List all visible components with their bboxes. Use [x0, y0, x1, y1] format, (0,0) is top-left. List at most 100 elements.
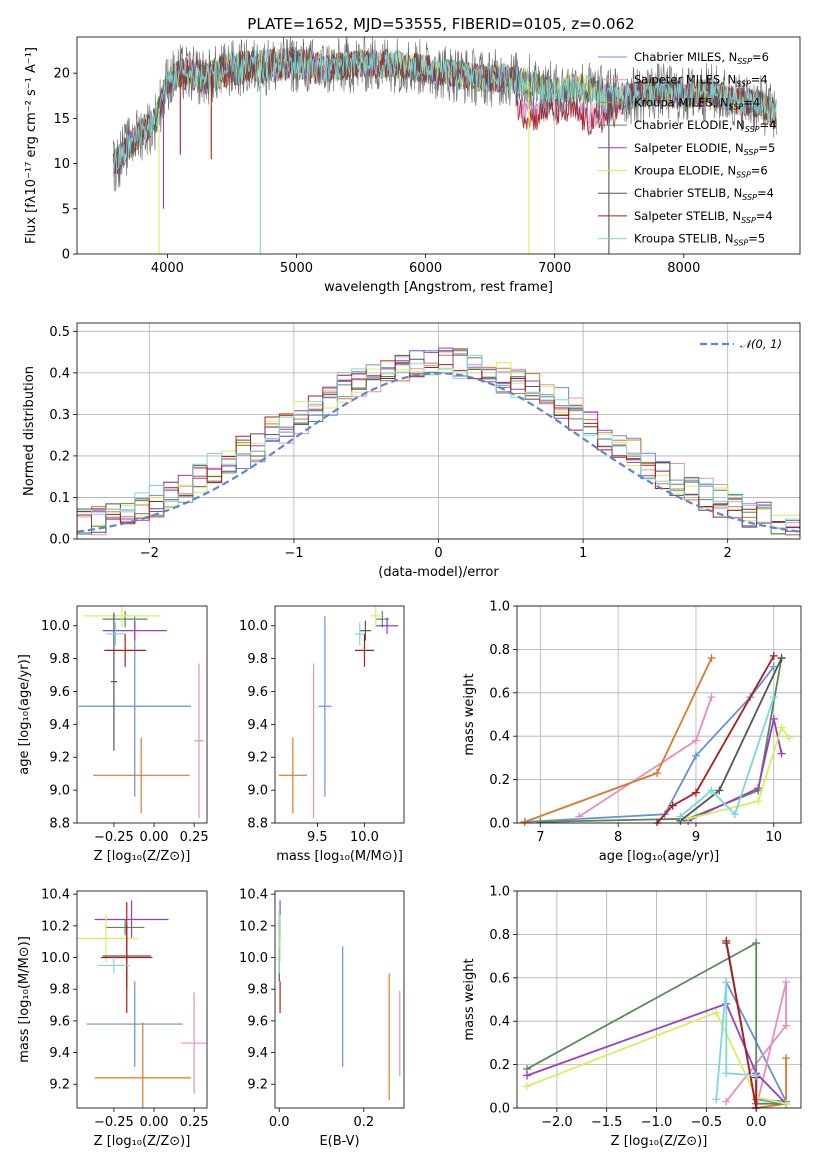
y-tick-label: 9.8 — [49, 652, 70, 667]
y-tick-label: 10.0 — [41, 619, 70, 634]
y-tick-label: 5 — [62, 202, 70, 217]
x-tick-label: 8 — [614, 830, 622, 845]
y-tick-label: 0.4 — [489, 1015, 510, 1030]
weight-point — [715, 786, 724, 795]
weight-point — [668, 801, 677, 810]
y-tick-label: 9.8 — [247, 652, 268, 667]
y-tick-label: 20 — [53, 67, 70, 82]
y-tick-label: 9.2 — [247, 1078, 268, 1093]
weight-point — [769, 651, 778, 660]
weight-series-line — [656, 655, 775, 824]
weight-point — [785, 734, 794, 743]
x-tick-label: 2 — [724, 546, 732, 561]
frame-ebv-mass — [274, 890, 405, 1109]
weight-series-line — [687, 725, 791, 820]
weight-point — [769, 714, 778, 723]
weight-point — [707, 786, 716, 795]
weight-series-line — [526, 941, 787, 1105]
x-tick-label: 0.0 — [746, 1115, 767, 1130]
y-tick-label: 0.4 — [489, 730, 510, 745]
y-tick-label: 15 — [53, 112, 70, 127]
errorbars-z-age — [78, 606, 204, 819]
y-tick-label: 9.6 — [49, 1014, 70, 1029]
axes-z-weight: −2.0 −1.5 −1.0 −0.5 0.0 0.0 0.2 0.4 0.6 0.8 1.0 Z [… — [462, 885, 801, 1149]
x-tick-label: −2.0 — [541, 1115, 573, 1130]
errorbars-ebv-mass — [278, 900, 401, 1101]
y-tick-label: 10.2 — [41, 919, 70, 934]
weight-point — [782, 1099, 791, 1108]
errorbars-mass-age — [278, 606, 399, 819]
weight-point — [754, 797, 763, 806]
weight-point — [752, 1071, 761, 1080]
weight-point — [722, 1069, 731, 1078]
y-axis-label: Normed distribution — [22, 366, 37, 496]
y-tick-label: 0.4 — [49, 366, 70, 381]
y-tick-label: 0.2 — [489, 773, 510, 788]
x-tick-label: 0.25 — [180, 830, 209, 845]
figure-title: PLATE=1652, MJD=53555, FIBERID=0105, z=0… — [247, 15, 634, 33]
weight-point — [522, 1071, 531, 1080]
x-axis-label: Z [log₁₀(Z/Z⊙)] — [611, 1134, 708, 1149]
x-tick-label: −0.5 — [691, 1115, 723, 1130]
weight-point — [782, 978, 791, 987]
y-tick-label: 9.4 — [49, 1046, 70, 1061]
legend-label: Salpeter STELIB, NSSP=4 — [634, 209, 773, 225]
weight-point — [691, 751, 700, 760]
x-tick-label: 7000 — [538, 261, 571, 276]
x-tick-label: 10 — [765, 830, 782, 845]
y-axis-label: age [log₁₀(age/yr)] — [17, 654, 32, 775]
x-axis-label: age [log₁₀(age/yr)] — [599, 849, 720, 864]
frame-residuals — [76, 322, 801, 540]
axes-spectrum: 4000 5000 6000 7000 8000 0 5 10 15 20 wavelength [… — [24, 47, 700, 295]
axes-z-age: −0.25 0.00 0.25 8.8 9.0 9.2 9.4 9.6 9.8 10.0 Z [lo… — [17, 619, 209, 864]
axes-residuals: −2 −1 0 1 2 0.0 0.1 0.2 0.3 0.4 0.5 (data-model)/er… — [22, 323, 800, 580]
y-tick-label: 0.5 — [49, 325, 70, 340]
y-tick-label: 9.4 — [247, 718, 268, 733]
y-tick-label: 9.8 — [49, 983, 70, 998]
y-axis-label: Flux [fλ10⁻¹⁷ erg cm⁻² s⁻¹ A⁻¹] — [24, 47, 39, 244]
frame-z-age — [76, 605, 208, 824]
weight-point — [691, 788, 700, 797]
spectrum-series-line — [112, 37, 778, 192]
weight-point — [712, 1008, 721, 1017]
frame-z-mass — [76, 890, 208, 1109]
y-tick-label: 0.2 — [489, 1058, 510, 1073]
normal-curve — [77, 372, 800, 533]
x-axis-label: E(B-V) — [319, 1134, 359, 1149]
y-tick-label: 10.0 — [41, 951, 70, 966]
weight-point — [722, 978, 731, 987]
frame-spectrum — [76, 36, 801, 255]
weight-lines-z-weight — [522, 936, 791, 1111]
weight-point — [782, 1054, 791, 1063]
legend-label: Chabrier ELODIE, NSSP=4 — [634, 118, 776, 134]
weight-point — [754, 784, 763, 793]
x-axis-label: wavelength [Angstrom, rest frame] — [324, 280, 553, 295]
weight-point — [752, 939, 761, 948]
weight-point — [676, 812, 685, 821]
weight-series-line — [526, 1011, 787, 1105]
x-axis-label: Z [log₁₀(Z/Z⊙)] — [94, 1134, 191, 1149]
axes-age-weight: 7 8 9 10 0.0 0.2 0.4 0.6 0.8 1.0 age [log₁₀(age/yr… — [462, 600, 801, 864]
weight-point — [520, 817, 529, 826]
weight-series-line — [687, 718, 783, 822]
spectrum-series-line — [112, 48, 777, 173]
y-tick-label: 10.0 — [239, 619, 268, 634]
y-axis-label: mass weight — [462, 673, 477, 755]
weight-point — [707, 693, 716, 702]
errorbars-z-mass — [77, 900, 207, 1108]
weight-point — [769, 693, 778, 702]
x-tick-label: 7 — [536, 830, 544, 845]
x-tick-label: 9.5 — [307, 830, 328, 845]
weight-lines-age-weight — [520, 651, 794, 826]
y-tick-label: 9.6 — [247, 1014, 268, 1029]
weight-point — [722, 1097, 731, 1106]
residual-histograms — [77, 347, 800, 536]
x-tick-label: 10.0 — [350, 830, 379, 845]
y-tick-label: 10.4 — [239, 888, 268, 903]
y-tick-label: 9.4 — [49, 718, 70, 733]
x-tick-label: −0.25 — [94, 830, 134, 845]
legend-label: Salpeter MILES, NSSP=4 — [634, 73, 768, 89]
weight-series-line — [526, 1002, 787, 1105]
y-tick-label: 9.2 — [49, 1078, 70, 1093]
y-tick-label: 0.3 — [49, 408, 70, 423]
